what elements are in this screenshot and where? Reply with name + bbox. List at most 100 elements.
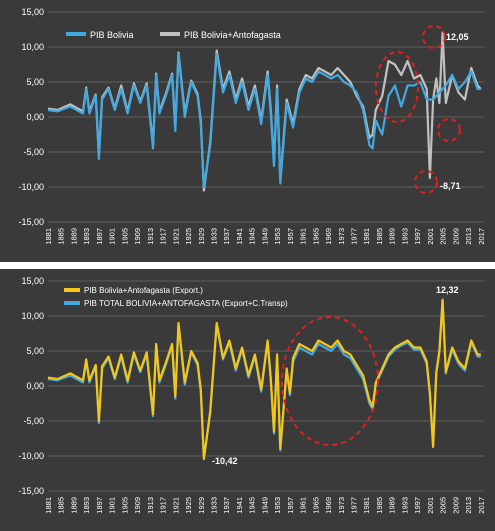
x-tick-label: 1937 [222, 497, 231, 514]
x-tick-label: 2001 [426, 497, 435, 514]
y-tick-label: 0,00 [26, 112, 44, 122]
highlight-circle [281, 316, 379, 446]
y-tick-label: -15,00 [18, 217, 44, 227]
chart-1-x-ticks: 1881 1885 1889 1893 1897 1901 1905 1909 1913 1917… [44, 228, 486, 245]
x-tick-label: 1973 [337, 497, 346, 514]
series-line [47, 298, 481, 460]
legend-label-pib-bolivia: PIB Bolivia [90, 30, 134, 40]
x-tick-label: 1893 [82, 497, 91, 514]
x-tick-label: 2005 [439, 228, 448, 245]
highlight-circle [375, 51, 419, 123]
x-tick-label: 1905 [120, 228, 129, 245]
y-tick-label: 15,00 [21, 7, 44, 17]
chart-1-y-ticks: 15,00 10,00 5,00 0,00 -5,00 -10,00 -15,00 [18, 7, 44, 227]
y-tick-label: -5,00 [23, 416, 44, 426]
highlight-circle [422, 25, 446, 49]
x-tick-label: 1897 [95, 228, 104, 245]
x-tick-label: 1925 [184, 497, 193, 514]
x-tick-label: 1945 [248, 228, 257, 245]
x-tick-label: 1933 [209, 228, 218, 245]
x-tick-label: 1985 [375, 497, 384, 514]
x-tick-label: 1905 [120, 497, 129, 514]
x-tick-label: 1881 [44, 497, 53, 514]
x-tick-label: 1893 [82, 228, 91, 245]
y-tick-label: 0,00 [26, 381, 44, 391]
y-tick-label: -10,00 [18, 182, 44, 192]
chart-2-legend: PIB Bolivia+Antofagasta (Export.) PIB TO… [64, 286, 288, 308]
annotation-min: -8,71 [440, 181, 461, 191]
chart-1: 15,00 10,00 5,00 0,00 -5,00 -10,00 -15,00 1881… [0, 0, 495, 262]
x-tick-label: 1941 [235, 497, 244, 514]
x-tick-label: 2001 [426, 228, 435, 245]
x-tick-label: 2009 [451, 228, 460, 245]
x-tick-label: 1885 [57, 228, 66, 245]
series-line [47, 52, 481, 189]
x-tick-label: 1957 [286, 228, 295, 245]
x-tick-label: 2009 [451, 497, 460, 514]
x-tick-label: 1977 [350, 228, 359, 245]
x-tick-label: 1925 [184, 228, 193, 245]
x-tick-label: 1913 [146, 497, 155, 514]
y-tick-label: 10,00 [21, 311, 44, 321]
x-tick-label: 1961 [299, 497, 308, 514]
x-tick-label: 1989 [388, 497, 397, 514]
chart-1-bg [0, 0, 495, 262]
x-tick-label: 1941 [235, 228, 244, 245]
chart-2: 15,00 10,00 5,00 0,00 -5,00 -10,00 -15,00 1881… [0, 269, 495, 531]
x-tick-label: 1965 [311, 228, 320, 245]
x-tick-label: 1901 [108, 497, 117, 514]
x-tick-label: 1957 [286, 497, 295, 514]
y-tick-label: -10,00 [18, 451, 44, 461]
x-tick-label: 2017 [477, 497, 486, 514]
chart-1-highlights [375, 25, 461, 194]
y-tick-label: 10,00 [21, 42, 44, 52]
highlight-circle [437, 118, 461, 142]
x-tick-label: 1965 [311, 497, 320, 514]
x-tick-label: 1921 [171, 497, 180, 514]
highlight-circle [414, 170, 438, 194]
x-tick-label: 1901 [108, 228, 117, 245]
x-tick-label: 1989 [388, 228, 397, 245]
x-tick-label: 1933 [209, 497, 218, 514]
annotation-max: 12,32 [436, 285, 459, 295]
chart-2-y-ticks: 15,00 10,00 5,00 0,00 -5,00 -10,00 -15,00 [18, 276, 44, 496]
y-tick-label: -15,00 [18, 486, 44, 496]
x-tick-label: 1997 [413, 497, 422, 514]
y-tick-label: -5,00 [23, 147, 44, 157]
x-tick-label: 1961 [299, 228, 308, 245]
chart-2-x-ticks: 1881 1885 1889 1893 1897 1901 1905 1909 1913 1917… [44, 497, 486, 514]
x-tick-label: 1909 [133, 228, 142, 245]
y-tick-label: 5,00 [26, 346, 44, 356]
legend-label-pib-total: PIB TOTAL BOLIVIA+ANTOFAGASTA (Export+C.… [84, 299, 288, 308]
x-tick-label: 1973 [337, 228, 346, 245]
y-tick-label: 5,00 [26, 77, 44, 87]
legend-label-pib-bolivia-antofagasta: PIB Bolivia+Antofagasta [184, 30, 281, 40]
x-tick-label: 1981 [362, 228, 371, 245]
x-tick-label: 1977 [350, 497, 359, 514]
x-tick-label: 1997 [413, 228, 422, 245]
x-tick-label: 1881 [44, 228, 53, 245]
x-tick-label: 1981 [362, 497, 371, 514]
x-tick-label: 1913 [146, 228, 155, 245]
annotation-min: -10,42 [212, 456, 238, 466]
x-tick-label: 1929 [197, 228, 206, 245]
chart-2-grid [48, 280, 484, 492]
x-tick-label: 1949 [260, 228, 269, 245]
x-tick-label: 1953 [273, 228, 282, 245]
chart-1-legend: PIB Bolivia PIB Bolivia+Antofagasta [66, 30, 281, 40]
x-tick-label: 2017 [477, 228, 486, 245]
annotation-max: 12,05 [446, 32, 469, 42]
chart-2-highlights [281, 316, 379, 446]
x-tick-label: 1969 [324, 228, 333, 245]
x-tick-label: 2005 [439, 497, 448, 514]
x-tick-label: 1945 [248, 497, 257, 514]
chart-1-series [47, 31, 482, 192]
x-tick-label: 1917 [159, 228, 168, 245]
x-tick-label: 1897 [95, 497, 104, 514]
x-tick-label: 1985 [375, 228, 384, 245]
x-tick-label: 2013 [464, 228, 473, 245]
x-tick-label: 1917 [159, 497, 168, 514]
x-tick-label: 1953 [273, 497, 282, 514]
legend-label-pib-antofagasta-export: PIB Bolivia+Antofagasta (Export.) [84, 286, 203, 295]
x-tick-label: 2013 [464, 497, 473, 514]
